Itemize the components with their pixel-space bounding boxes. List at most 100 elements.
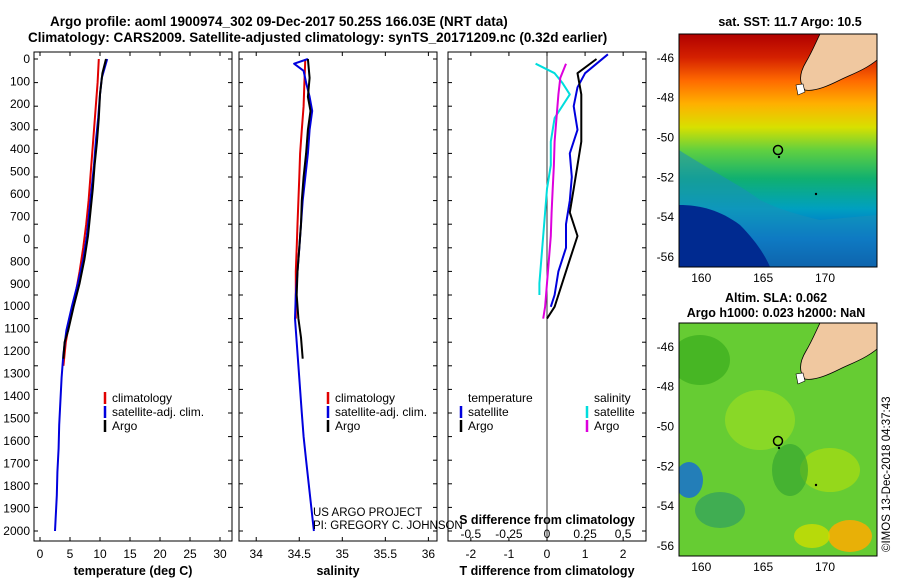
depth-tick-label: 200	[10, 97, 30, 111]
depth-tick-label: 1400	[3, 389, 30, 403]
depth-tick-label: 700	[10, 209, 30, 223]
map-lat-label: -50	[657, 420, 675, 434]
map-lat-label: -48	[657, 91, 675, 105]
project-pi: PI: GREGORY C. JOHNSON	[313, 520, 463, 532]
project-name: US ARGO PROJECT	[313, 507, 422, 519]
island-dot	[777, 155, 781, 159]
x-tick-label: 30	[213, 547, 227, 561]
s-diff-tick-label: -0.5	[461, 527, 482, 541]
new-zealand-land	[800, 323, 877, 380]
map-lat-label: -56	[657, 250, 675, 264]
sla-map-title-2: Argo h1000: 0.023 h2000: NaN	[687, 306, 866, 320]
temperature-axes	[33, 51, 233, 542]
depth-tick-label: 1500	[3, 412, 30, 426]
title-line-2: Climatology: CARS2009. Satellite-adjuste…	[28, 30, 607, 45]
difference-xlabel-top: S difference from climatology	[459, 513, 635, 527]
x-tick-label: 34	[250, 547, 264, 561]
depth-tick-label: 1300	[3, 367, 30, 381]
sla-map-frame	[678, 322, 878, 557]
series-line-argo	[62, 58, 107, 359]
map-lat-label: -54	[657, 210, 675, 224]
difference-xlabel: T difference from climatology	[459, 564, 634, 578]
legend-label-sal-argo: Argo	[594, 419, 620, 433]
depth-tick-label: 1700	[3, 457, 30, 471]
x-tick-label: 36	[422, 547, 436, 561]
map-lat-label: -52	[657, 170, 675, 184]
s-diff-tick-label: 0.25	[573, 527, 597, 541]
x-tick-label: 25	[183, 547, 197, 561]
salinity-axes	[238, 51, 438, 542]
legend-label-sal-satellite: satellite	[594, 405, 635, 419]
deep-cold-region	[679, 205, 770, 267]
sla-blob	[695, 492, 745, 528]
temperature-xlabel: temperature (deg C)	[74, 564, 193, 578]
series-line-temperature-satellite	[549, 53, 609, 308]
sst-map-image	[679, 34, 877, 267]
x-tick-label: -1	[504, 547, 515, 561]
map-lon-label: 165	[753, 271, 773, 285]
x-tick-label: 2	[620, 547, 627, 561]
s-diff-tick-label: -0.25	[495, 527, 523, 541]
imos-timestamp: ©IMOS 13-Dec-2018 04:37:43	[881, 396, 893, 552]
legend-label-argo: Argo	[335, 419, 361, 433]
temperature-legend: climatology satellite-adj. clim. Argo	[103, 391, 204, 433]
depth-tick-label: 300	[10, 119, 30, 133]
sst-map-title: sat. SST: 11.7 Argo: 10.5	[718, 15, 861, 29]
depth-tick-label: 1000	[3, 299, 30, 313]
depth-tick-label: 1800	[3, 479, 30, 493]
depth-tick-label: 900	[10, 277, 30, 291]
map-lat-label: -54	[657, 499, 675, 513]
sla-blob	[794, 524, 830, 548]
map-lat-label: -50	[657, 131, 675, 145]
legend-label-climatology: climatology	[335, 391, 395, 405]
x-tick-label: 0	[544, 547, 551, 561]
depth-tick-label: 1600	[3, 434, 30, 448]
x-tick-label: 1	[582, 547, 589, 561]
depth-tick-label: 600	[10, 187, 30, 201]
argo-position-marker	[772, 144, 784, 156]
series-line-climatology	[294, 58, 307, 319]
legend-label-satellite: satellite-adj. clim.	[335, 405, 427, 419]
island-dot	[777, 446, 781, 450]
map-lat-label: -48	[657, 380, 675, 394]
depth-tick-label: 2000	[3, 524, 30, 538]
x-tick-label: 5	[67, 547, 74, 561]
sla-blob	[828, 520, 872, 552]
map-lon-label: 170	[815, 560, 835, 574]
depth-tick-label: 400	[10, 142, 30, 156]
series-line-salinity-satellite	[535, 62, 571, 295]
series-line-argo	[295, 58, 312, 359]
legend-label-temp-argo: Argo	[468, 419, 494, 433]
legend-title-salinity: salinity	[594, 391, 631, 405]
difference-legend: temperature satellite Argo salinity sate…	[459, 391, 635, 433]
sla-blob	[725, 390, 795, 450]
legend-label-temp-satellite: satellite	[468, 405, 509, 419]
depth-tick-label: 500	[10, 164, 30, 178]
sla-blob	[679, 335, 730, 385]
depth-tick-label: 1200	[3, 344, 30, 358]
sla-blob	[772, 444, 808, 496]
title-line-1: Argo profile: aoml 1900974_302 09-Dec-20…	[50, 14, 508, 29]
x-tick-label: 35	[336, 547, 350, 561]
x-tick-label: 10	[93, 547, 107, 561]
stewart-island	[795, 83, 806, 96]
x-tick-label: 0	[37, 547, 44, 561]
map-lat-label: -52	[657, 459, 675, 473]
sst-map-frame	[678, 33, 878, 268]
legend-label-climatology: climatology	[112, 391, 172, 405]
map-lat-label: -46	[657, 340, 675, 354]
x-tick-label: 20	[153, 547, 167, 561]
map-lon-label: 165	[753, 560, 773, 574]
argo-position-marker	[772, 435, 784, 447]
sla-blob	[679, 462, 703, 498]
island-dot	[814, 483, 818, 487]
map-lon-label: 170	[815, 271, 835, 285]
salinity-xlabel: salinity	[316, 564, 359, 578]
x-tick-label: 35.5	[374, 547, 398, 561]
depth-tick-label: 800	[10, 254, 30, 268]
s-diff-tick-label: 0.5	[615, 527, 632, 541]
x-tick-label: -2	[466, 547, 477, 561]
series-line-salinity-argo	[542, 63, 567, 319]
new-zealand-land	[800, 34, 877, 91]
